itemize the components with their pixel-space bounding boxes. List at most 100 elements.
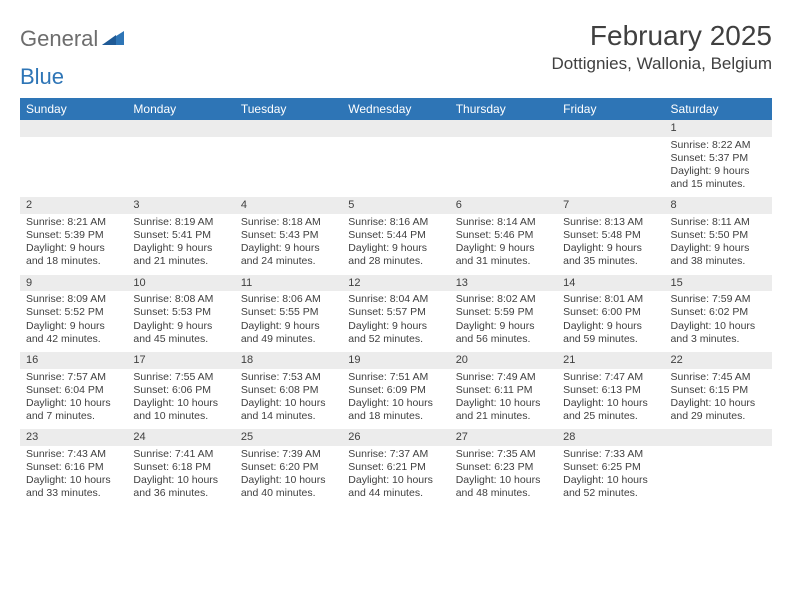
- sunset-line: Sunset: 5:57 PM: [348, 306, 443, 319]
- sunset-line: Sunset: 6:21 PM: [348, 461, 443, 474]
- day-body: Sunrise: 7:37 AMSunset: 6:21 PMDaylight:…: [342, 446, 449, 507]
- logo-triangle-icon: [102, 29, 124, 50]
- day-cell: 3Sunrise: 8:19 AMSunset: 5:41 PMDaylight…: [127, 197, 234, 274]
- day-body: Sunrise: 8:08 AMSunset: 5:53 PMDaylight:…: [127, 291, 234, 352]
- daylight-line: Daylight: 10 hours and 52 minutes.: [563, 474, 658, 500]
- sunset-line: Sunset: 5:41 PM: [133, 229, 228, 242]
- day-cell: 26Sunrise: 7:37 AMSunset: 6:21 PMDayligh…: [342, 429, 449, 506]
- sunset-line: Sunset: 5:55 PM: [241, 306, 336, 319]
- day-body: Sunrise: 8:22 AMSunset: 5:37 PMDaylight:…: [665, 137, 772, 198]
- dow-friday: Friday: [557, 98, 664, 120]
- day-body: Sunrise: 7:59 AMSunset: 6:02 PMDaylight:…: [665, 291, 772, 352]
- dow-saturday: Saturday: [665, 98, 772, 120]
- day-body: [342, 137, 449, 191]
- week-row: 9Sunrise: 8:09 AMSunset: 5:52 PMDaylight…: [20, 275, 772, 352]
- day-cell: 19Sunrise: 7:51 AMSunset: 6:09 PMDayligh…: [342, 352, 449, 429]
- day-body: [450, 137, 557, 191]
- day-cell: 27Sunrise: 7:35 AMSunset: 6:23 PMDayligh…: [450, 429, 557, 506]
- sunset-line: Sunset: 6:13 PM: [563, 384, 658, 397]
- day-cell: [342, 120, 449, 197]
- day-number: 22: [665, 352, 772, 369]
- day-body: Sunrise: 7:47 AMSunset: 6:13 PMDaylight:…: [557, 369, 664, 430]
- sunrise-line: Sunrise: 8:18 AM: [241, 216, 336, 229]
- day-cell: 10Sunrise: 8:08 AMSunset: 5:53 PMDayligh…: [127, 275, 234, 352]
- day-number: 15: [665, 275, 772, 292]
- sunrise-line: Sunrise: 8:14 AM: [456, 216, 551, 229]
- day-body: Sunrise: 7:35 AMSunset: 6:23 PMDaylight:…: [450, 446, 557, 507]
- daylight-line: Daylight: 10 hours and 18 minutes.: [348, 397, 443, 423]
- sunset-line: Sunset: 6:02 PM: [671, 306, 766, 319]
- day-number: [342, 120, 449, 137]
- daylight-line: Daylight: 10 hours and 48 minutes.: [456, 474, 551, 500]
- calendar-page: General February 2025 Dottignies, Wallon…: [0, 0, 792, 506]
- day-body: Sunrise: 8:09 AMSunset: 5:52 PMDaylight:…: [20, 291, 127, 352]
- day-number: 21: [557, 352, 664, 369]
- sunrise-line: Sunrise: 8:21 AM: [26, 216, 121, 229]
- day-cell: 25Sunrise: 7:39 AMSunset: 6:20 PMDayligh…: [235, 429, 342, 506]
- sunrise-line: Sunrise: 8:19 AM: [133, 216, 228, 229]
- title-block: February 2025 Dottignies, Wallonia, Belg…: [552, 20, 772, 74]
- daylight-line: Daylight: 10 hours and 36 minutes.: [133, 474, 228, 500]
- day-body: Sunrise: 8:06 AMSunset: 5:55 PMDaylight:…: [235, 291, 342, 352]
- day-body: [557, 137, 664, 191]
- sunrise-line: Sunrise: 7:47 AM: [563, 371, 658, 384]
- day-body: Sunrise: 7:41 AMSunset: 6:18 PMDaylight:…: [127, 446, 234, 507]
- daylight-line: Daylight: 9 hours and 28 minutes.: [348, 242, 443, 268]
- day-body: Sunrise: 7:43 AMSunset: 6:16 PMDaylight:…: [20, 446, 127, 507]
- day-cell: 7Sunrise: 8:13 AMSunset: 5:48 PMDaylight…: [557, 197, 664, 274]
- day-body: Sunrise: 7:49 AMSunset: 6:11 PMDaylight:…: [450, 369, 557, 430]
- daylight-line: Daylight: 9 hours and 42 minutes.: [26, 320, 121, 346]
- day-cell: 1Sunrise: 8:22 AMSunset: 5:37 PMDaylight…: [665, 120, 772, 197]
- day-cell: 18Sunrise: 7:53 AMSunset: 6:08 PMDayligh…: [235, 352, 342, 429]
- daylight-line: Daylight: 9 hours and 24 minutes.: [241, 242, 336, 268]
- sunrise-line: Sunrise: 7:39 AM: [241, 448, 336, 461]
- day-body: Sunrise: 8:19 AMSunset: 5:41 PMDaylight:…: [127, 214, 234, 275]
- day-number: 24: [127, 429, 234, 446]
- day-number: 4: [235, 197, 342, 214]
- sunrise-line: Sunrise: 8:22 AM: [671, 139, 766, 152]
- day-cell: 8Sunrise: 8:11 AMSunset: 5:50 PMDaylight…: [665, 197, 772, 274]
- day-body: Sunrise: 8:16 AMSunset: 5:44 PMDaylight:…: [342, 214, 449, 275]
- sunrise-line: Sunrise: 8:16 AM: [348, 216, 443, 229]
- daylight-line: Daylight: 10 hours and 29 minutes.: [671, 397, 766, 423]
- day-body: [665, 446, 772, 506]
- day-number: [20, 120, 127, 137]
- day-cell: 15Sunrise: 7:59 AMSunset: 6:02 PMDayligh…: [665, 275, 772, 352]
- day-number: 25: [235, 429, 342, 446]
- day-number: 26: [342, 429, 449, 446]
- sunset-line: Sunset: 5:50 PM: [671, 229, 766, 242]
- sunset-line: Sunset: 5:44 PM: [348, 229, 443, 242]
- day-body: Sunrise: 8:13 AMSunset: 5:48 PMDaylight:…: [557, 214, 664, 275]
- day-body: [235, 137, 342, 191]
- day-cell: [235, 120, 342, 197]
- dow-monday: Monday: [127, 98, 234, 120]
- daylight-line: Daylight: 10 hours and 21 minutes.: [456, 397, 551, 423]
- day-number: [127, 120, 234, 137]
- sunrise-line: Sunrise: 8:02 AM: [456, 293, 551, 306]
- day-body: Sunrise: 7:57 AMSunset: 6:04 PMDaylight:…: [20, 369, 127, 430]
- day-cell: 20Sunrise: 7:49 AMSunset: 6:11 PMDayligh…: [450, 352, 557, 429]
- sunrise-line: Sunrise: 7:51 AM: [348, 371, 443, 384]
- day-number: 16: [20, 352, 127, 369]
- day-number: 27: [450, 429, 557, 446]
- day-body: [127, 137, 234, 191]
- day-number: 19: [342, 352, 449, 369]
- day-number: 20: [450, 352, 557, 369]
- day-cell: 6Sunrise: 8:14 AMSunset: 5:46 PMDaylight…: [450, 197, 557, 274]
- logo: General: [20, 20, 126, 52]
- day-number: 7: [557, 197, 664, 214]
- daylight-line: Daylight: 9 hours and 38 minutes.: [671, 242, 766, 268]
- day-cell: 22Sunrise: 7:45 AMSunset: 6:15 PMDayligh…: [665, 352, 772, 429]
- daylight-line: Daylight: 10 hours and 3 minutes.: [671, 320, 766, 346]
- dow-thursday: Thursday: [450, 98, 557, 120]
- daylight-line: Daylight: 9 hours and 18 minutes.: [26, 242, 121, 268]
- day-number: [235, 120, 342, 137]
- day-cell: 17Sunrise: 7:55 AMSunset: 6:06 PMDayligh…: [127, 352, 234, 429]
- day-number: 28: [557, 429, 664, 446]
- week-row: 2Sunrise: 8:21 AMSunset: 5:39 PMDaylight…: [20, 197, 772, 274]
- day-body: Sunrise: 7:55 AMSunset: 6:06 PMDaylight:…: [127, 369, 234, 430]
- daylight-line: Daylight: 9 hours and 15 minutes.: [671, 165, 766, 191]
- day-body: Sunrise: 8:11 AMSunset: 5:50 PMDaylight:…: [665, 214, 772, 275]
- sunrise-line: Sunrise: 7:57 AM: [26, 371, 121, 384]
- sunset-line: Sunset: 5:52 PM: [26, 306, 121, 319]
